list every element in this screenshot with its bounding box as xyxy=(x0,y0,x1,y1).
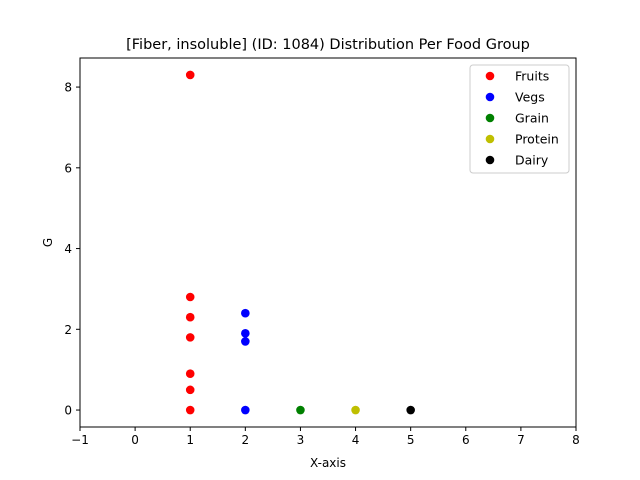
data-point-fruits xyxy=(185,385,195,395)
x-tick-label: 1 xyxy=(186,433,194,447)
data-point-fruits xyxy=(185,333,195,342)
y-axis-label: G xyxy=(41,238,55,247)
data-point-dairy xyxy=(406,405,415,415)
data-point-fruits xyxy=(185,292,195,302)
y-tick-label: 4 xyxy=(64,242,72,256)
x-tick-label: 3 xyxy=(297,433,305,447)
y-axis-ticks: 0 2 4 6 8 xyxy=(64,81,80,418)
y-tick-label: 6 xyxy=(64,161,72,175)
data-point-grain xyxy=(296,405,305,415)
data-point-fruits xyxy=(185,70,195,80)
legend-marker-protein xyxy=(485,134,495,144)
data-point-fruits xyxy=(185,312,195,322)
legend-label-grain: Grain xyxy=(515,111,549,126)
data-point-vegs xyxy=(241,329,250,338)
y-tick-label: 0 xyxy=(64,404,72,418)
x-tick-label: −1 xyxy=(71,433,89,447)
x-tick-label: 6 xyxy=(462,433,470,447)
data-point-vegs xyxy=(241,405,250,415)
x-tick-label: 4 xyxy=(352,433,360,447)
legend-marker-grain xyxy=(485,113,495,123)
x-axis-ticks: −1 0 1 2 3 4 5 6 7 8 xyxy=(71,427,580,447)
x-tick-label: 0 xyxy=(131,433,139,447)
legend-label-dairy: Dairy xyxy=(515,153,549,168)
y-tick-label: 8 xyxy=(64,81,72,95)
data-point-vegs xyxy=(241,308,250,318)
x-axis-label: X-axis xyxy=(310,456,346,470)
legend: Fruits Vegs Grain Protein Dairy xyxy=(469,64,570,174)
legend-marker-fruits xyxy=(485,71,495,81)
data-point-fruits xyxy=(185,405,195,415)
x-tick-label: 7 xyxy=(517,433,525,447)
chart-title: [Fiber, insoluble] (ID: 1084) Distributi… xyxy=(126,37,530,53)
legend-label-vegs: Vegs xyxy=(515,90,545,105)
data-point-protein xyxy=(351,405,360,415)
y-tick-label: 2 xyxy=(64,323,72,337)
legend-box xyxy=(469,64,570,174)
x-tick-label: 2 xyxy=(242,433,250,447)
legend-label-fruits: Fruits xyxy=(515,69,549,84)
data-points xyxy=(185,70,415,415)
x-tick-label: 8 xyxy=(572,433,580,447)
data-point-fruits xyxy=(185,369,195,379)
legend-marker-dairy xyxy=(485,155,495,165)
plot-frame xyxy=(79,57,577,428)
legend-label-protein: Protein xyxy=(515,132,559,147)
x-tick-label: 5 xyxy=(407,433,415,447)
legend-marker-vegs xyxy=(485,92,495,102)
data-point-vegs xyxy=(241,337,250,346)
